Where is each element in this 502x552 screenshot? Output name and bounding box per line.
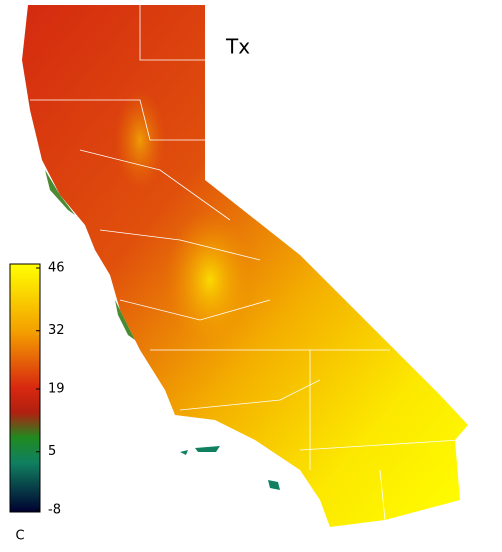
- island: [268, 480, 280, 490]
- valley-heat: [165, 210, 255, 350]
- colorbar-tick-label: 5: [48, 444, 56, 459]
- county-lines: [30, 5, 461, 521]
- colorbar-tick-label: 46: [48, 261, 65, 276]
- coastal-cool-zone: [115, 300, 135, 340]
- colorbar-tick-label: 19: [48, 382, 65, 397]
- colorbar-tick-label: 32: [48, 323, 65, 338]
- colorbar: [9, 263, 41, 513]
- island: [180, 450, 188, 455]
- map-title: Tx: [225, 35, 250, 59]
- colorbar-unit: C: [15, 529, 24, 544]
- valley-heat: [115, 90, 165, 190]
- island: [195, 446, 220, 452]
- colorbar-tick-label: -8: [48, 503, 61, 518]
